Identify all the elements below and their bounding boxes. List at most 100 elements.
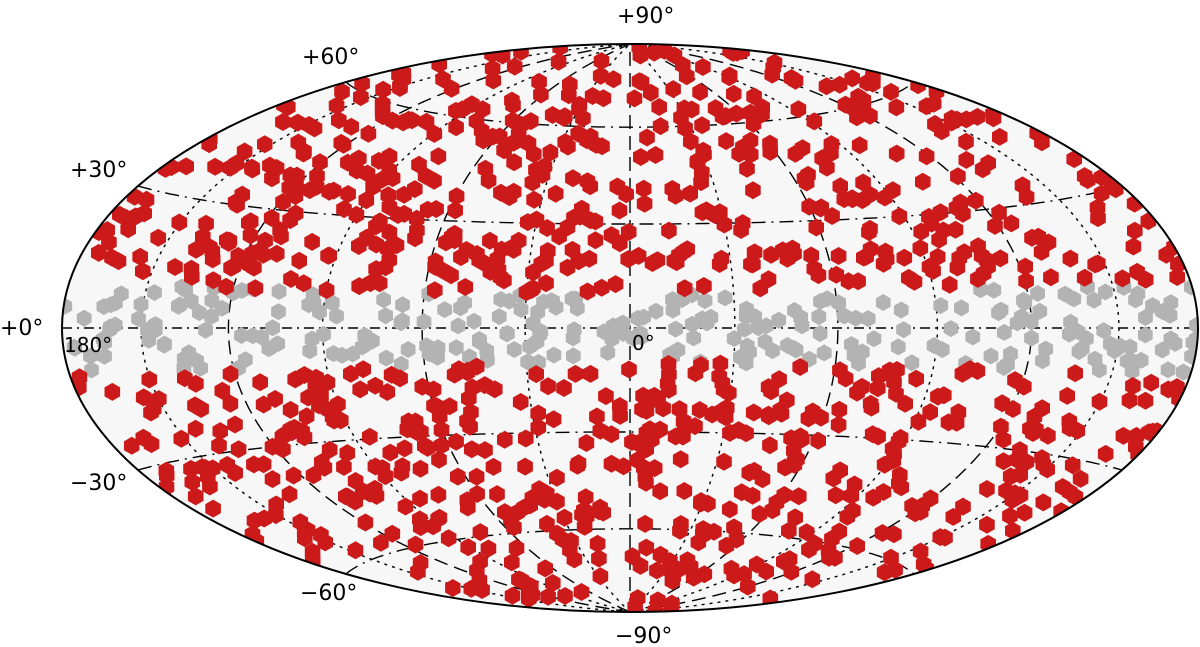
selected-pixel: [343, 364, 359, 383]
selected-pixel: [739, 159, 755, 178]
masked-pixel: [812, 325, 828, 343]
selected-pixel: [282, 400, 299, 419]
masked-pixel: [1163, 330, 1179, 348]
selected-pixel: [104, 248, 120, 267]
selected-pixel: [745, 403, 762, 422]
selected-pixel: [426, 171, 442, 190]
masked-pixel: [234, 282, 250, 299]
masked-pixel: [1032, 302, 1048, 320]
selected-pixel: [311, 396, 327, 415]
selected-pixel: [650, 391, 666, 410]
selected-pixel: [247, 279, 264, 298]
selected-pixel: [950, 167, 966, 186]
selected-pixel: [477, 441, 493, 460]
selected-pixel: [652, 545, 669, 564]
selected-pixel: [493, 183, 509, 202]
selected-pixel: [637, 514, 653, 533]
selected-pixel: [540, 587, 556, 606]
selected-pixel: [359, 164, 376, 183]
selected-pixel: [711, 255, 728, 273]
selected-pixel: [593, 52, 610, 71]
selected-pixel: [631, 44, 647, 57]
selected-pixel: [609, 177, 626, 196]
selected-pixel: [295, 144, 312, 163]
selected-pixel: [731, 144, 747, 163]
selected-pixel: [317, 533, 333, 552]
selected-pixel: [862, 106, 878, 125]
selected-pixel: [469, 485, 485, 503]
selected-pixel: [347, 541, 364, 560]
selected-pixel: [552, 44, 568, 57]
selected-pixel: [1039, 460, 1055, 479]
selected-pixel: [352, 380, 368, 399]
masked-pixel: [615, 314, 631, 332]
selected-pixel: [728, 104, 745, 123]
selected-pixel: [913, 222, 929, 241]
selected-pixel: [887, 560, 903, 579]
selected-pixel: [831, 75, 848, 94]
selected-pixel: [671, 400, 688, 419]
selected-pixel: [954, 364, 971, 383]
selected-pixel: [647, 146, 664, 164]
selected-pixel: [992, 127, 1008, 146]
selected-pixel: [825, 469, 842, 488]
selected-pixel: [167, 258, 183, 276]
selected-pixel: [652, 482, 668, 501]
selected-pixel: [661, 380, 677, 399]
selected-pixel: [368, 217, 384, 236]
selected-pixel: [798, 523, 815, 542]
masked-pixel: [765, 342, 780, 360]
masked-pixel: [466, 312, 482, 330]
selected-pixel: [409, 221, 425, 240]
masked-pixel: [739, 337, 755, 355]
selected-pixel: [1087, 255, 1103, 274]
selected-pixel: [676, 279, 693, 298]
selected-pixel: [672, 450, 689, 469]
selected-pixel: [888, 98, 905, 117]
selected-pixel: [906, 272, 923, 291]
masked-pixel: [771, 311, 787, 329]
selected-pixel: [255, 395, 272, 414]
masked-pixel: [726, 330, 742, 348]
masked-pixel: [943, 320, 959, 338]
selected-pixel: [776, 552, 792, 571]
selected-pixel: [504, 586, 521, 605]
masked-pixel: [934, 341, 950, 359]
masked-pixel: [648, 302, 664, 320]
selected-pixel: [222, 158, 239, 177]
selected-pixel: [508, 539, 525, 558]
selected-pixel: [1017, 257, 1033, 276]
selected-pixel: [433, 436, 450, 455]
selected-pixel: [571, 100, 587, 119]
selected-pixel: [762, 134, 778, 153]
selected-pixel: [630, 434, 646, 453]
masked-pixel: [1024, 329, 1039, 347]
selected-pixel: [694, 203, 711, 222]
selected-pixel: [183, 259, 200, 278]
selected-pixel: [638, 473, 654, 492]
selected-pixel: [666, 251, 683, 270]
selected-pixel: [888, 144, 905, 163]
selected-pixel: [1091, 392, 1108, 411]
selected-pixel: [545, 410, 562, 429]
masked-pixel: [1189, 330, 1198, 348]
selected-pixel: [635, 179, 652, 198]
masked-pixel: [1014, 308, 1029, 326]
masked-pixel: [133, 295, 149, 313]
selected-pixel: [371, 274, 388, 293]
selected-pixel: [287, 370, 303, 389]
selected-pixel: [384, 524, 401, 543]
selected-pixel: [343, 117, 359, 136]
selected-pixel: [480, 539, 497, 558]
masked-pixel: [866, 330, 882, 348]
selected-pixel: [374, 459, 391, 478]
selected-pixel: [722, 500, 738, 519]
selected-pixel: [761, 407, 777, 426]
selected-pixel: [549, 492, 565, 511]
masked-pixel: [204, 292, 220, 309]
selected-pixel: [870, 379, 886, 398]
lon-label-left: 180°: [64, 333, 112, 357]
selected-pixel: [340, 185, 356, 203]
selected-pixel: [570, 454, 587, 473]
selected-pixel: [407, 180, 423, 199]
